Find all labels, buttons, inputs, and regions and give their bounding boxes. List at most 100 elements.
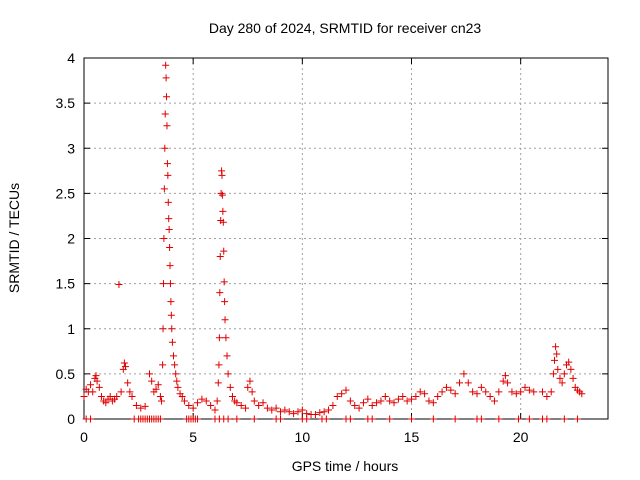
data-point: [233, 399, 241, 407]
data-point: [148, 377, 156, 385]
data-point: [102, 399, 110, 407]
data-point: [124, 379, 132, 387]
zero-marker: [451, 415, 459, 423]
data-point: [368, 401, 376, 409]
data-point: [223, 352, 231, 360]
zero-marker: [322, 415, 330, 423]
data-point: [508, 388, 516, 396]
data-point: [161, 144, 169, 152]
data-point: [167, 311, 175, 319]
data-point: [578, 390, 586, 398]
data-point: [160, 185, 168, 193]
data-point: [92, 372, 100, 380]
data-point: [120, 359, 128, 367]
data-point: [482, 388, 490, 396]
data-point: [469, 388, 477, 396]
data-point: [501, 372, 509, 380]
data-point: [434, 392, 442, 400]
data-point: [216, 289, 224, 297]
data-point: [117, 388, 125, 396]
data-point: [156, 392, 164, 400]
data-point: [416, 388, 424, 396]
zero-marker: [429, 415, 437, 423]
data-point: [298, 406, 306, 414]
zero-marker: [408, 415, 415, 423]
data-point: [268, 406, 276, 414]
data-point: [194, 399, 202, 407]
data-point: [333, 392, 341, 400]
data-point: [553, 350, 561, 358]
zero-marker: [368, 415, 376, 423]
y-tick-label: 1.5: [56, 276, 76, 292]
data-point: [87, 381, 95, 389]
data-point: [106, 392, 114, 400]
zero-marker: [156, 415, 164, 423]
data-point: [248, 388, 256, 396]
y-tick-label: 3: [67, 140, 75, 156]
data-point: [168, 338, 176, 346]
data-point: [525, 386, 533, 394]
data-point: [399, 392, 407, 400]
data-point: [569, 374, 577, 382]
data-point: [316, 409, 324, 417]
data-point: [277, 408, 284, 416]
data-point: [221, 316, 229, 324]
data-point: [565, 358, 573, 366]
data-point: [272, 404, 280, 412]
y-tick-label: 4: [67, 50, 75, 66]
data-point: [338, 390, 346, 398]
zero-marker: [495, 415, 503, 423]
data-point: [539, 388, 546, 396]
data-point: [486, 392, 494, 400]
zero-marker: [346, 415, 354, 423]
data-point: [170, 352, 178, 360]
data-point: [160, 235, 168, 242]
data-point: [460, 370, 468, 378]
data-point: [164, 198, 172, 206]
data-point: [425, 397, 433, 405]
data-point: [161, 110, 169, 118]
data-point: [554, 365, 562, 373]
data-point: [259, 399, 267, 407]
data-point: [167, 298, 175, 306]
data-point: [128, 392, 136, 400]
data-point: [174, 383, 182, 391]
x-tick-label: 5: [189, 429, 197, 445]
data-point: [172, 370, 180, 378]
x-tick-label: 10: [295, 429, 311, 445]
data-point: [220, 278, 228, 286]
zero-marker: [525, 415, 533, 423]
data-point: [158, 397, 166, 405]
data-point: [552, 343, 560, 351]
data-point: [355, 404, 363, 412]
data-point: [214, 379, 222, 387]
data-point: [373, 399, 381, 407]
data-point: [215, 334, 223, 342]
data-point: [213, 397, 221, 405]
data-point: [159, 325, 167, 333]
data-point: [126, 388, 134, 396]
data-point: [451, 390, 459, 398]
data-point: [221, 298, 229, 306]
data-point: [530, 388, 538, 396]
data-point: [447, 386, 455, 394]
data-point: [152, 385, 160, 393]
data-point: [228, 392, 236, 400]
data-point: [154, 381, 162, 389]
data-point: [207, 401, 215, 409]
zero-marker: [224, 415, 232, 423]
zero-marker: [573, 415, 581, 423]
zero-marker: [194, 415, 202, 423]
data-point: [558, 379, 566, 387]
data-point: [412, 392, 420, 400]
data-point: [495, 388, 503, 396]
data-point: [351, 401, 359, 409]
zero-marker: [303, 415, 311, 423]
data-point: [359, 399, 367, 407]
data-point: [198, 395, 206, 403]
data-point: [255, 401, 263, 409]
data-point: [394, 395, 402, 403]
data-point: [250, 397, 258, 405]
data-point: [89, 388, 97, 396]
data-point: [499, 377, 507, 385]
